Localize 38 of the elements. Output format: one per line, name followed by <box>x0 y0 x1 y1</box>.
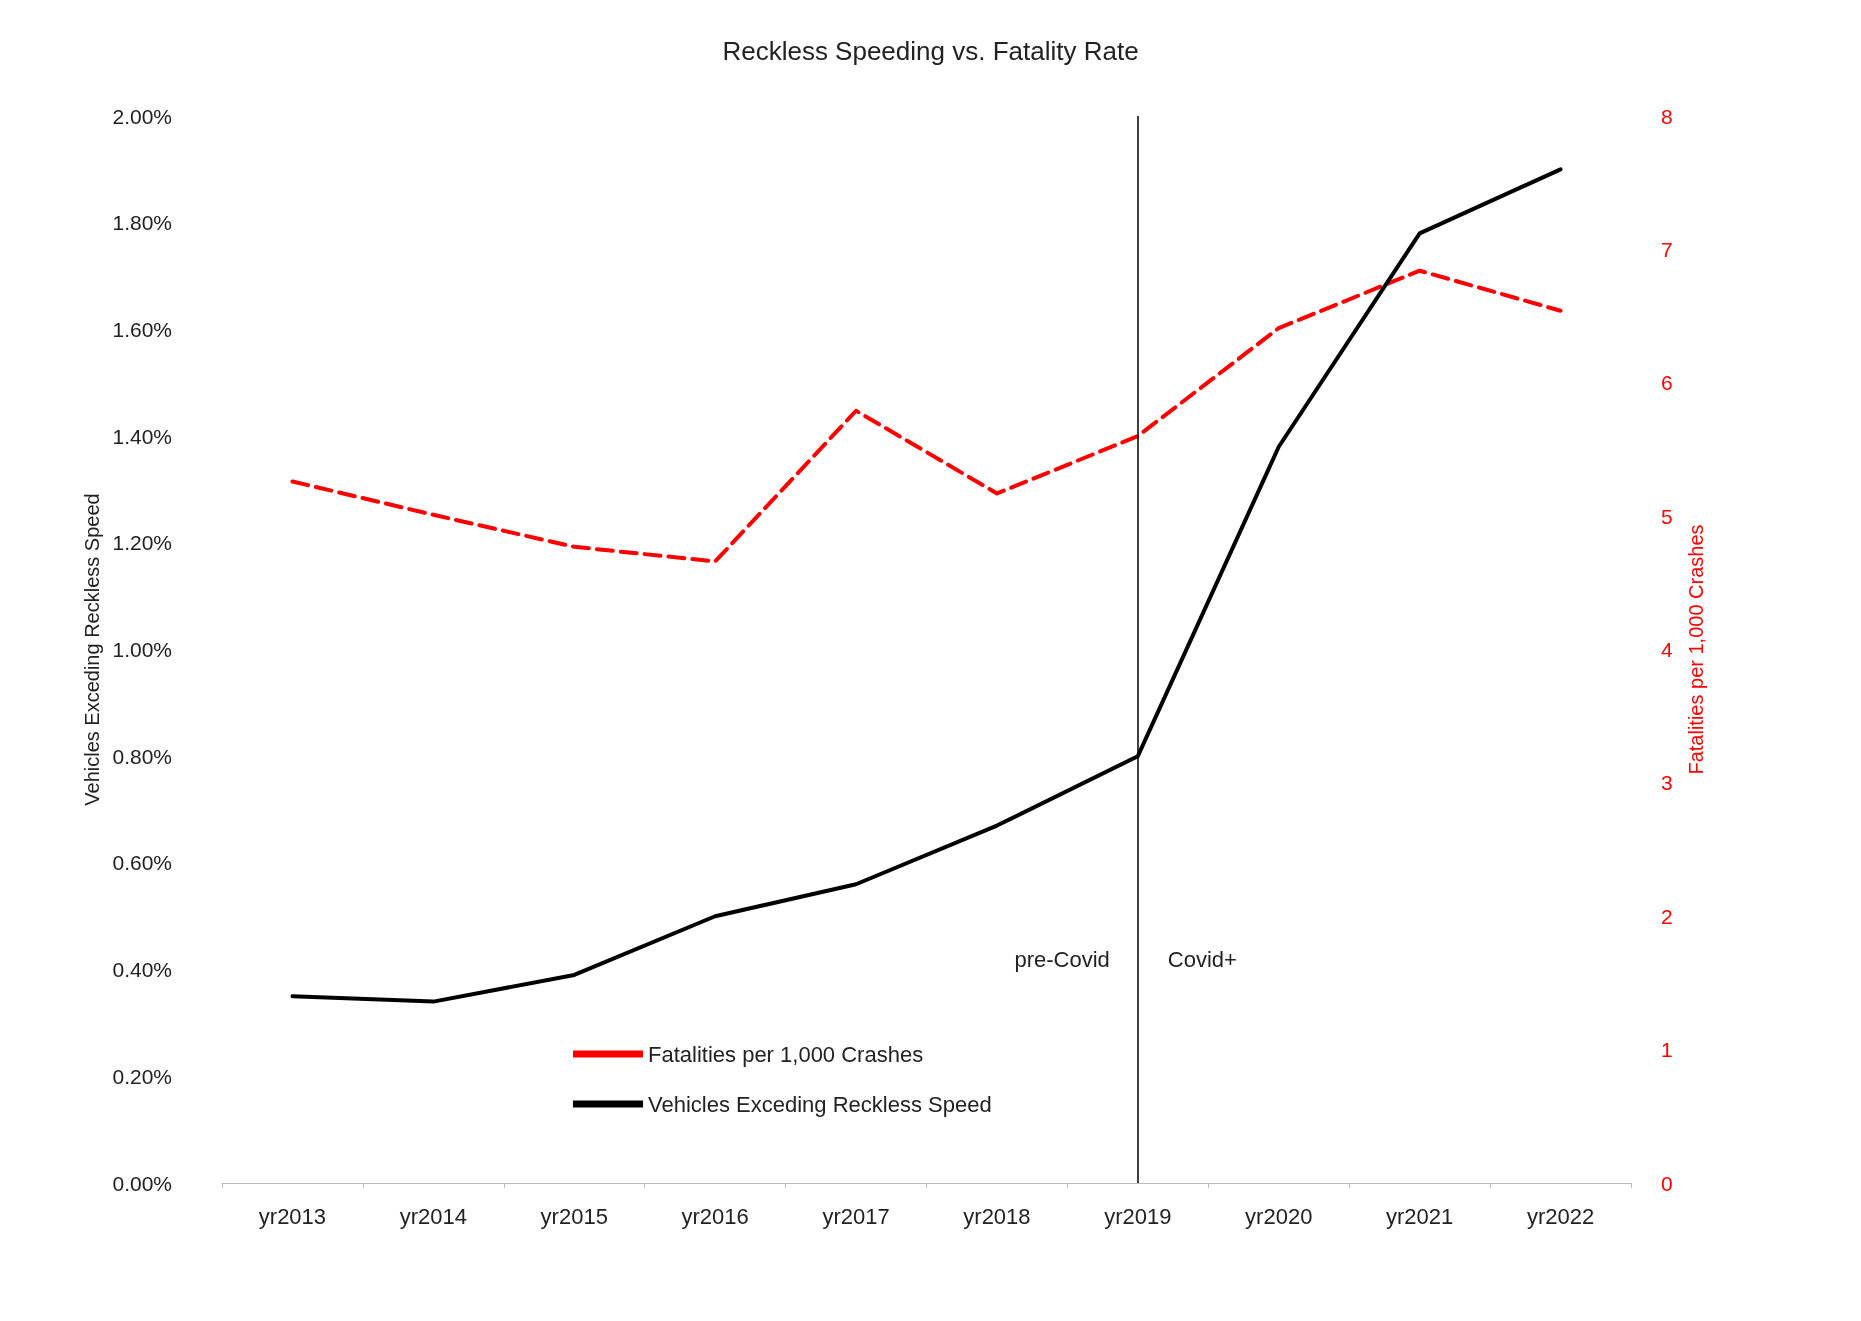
y2-tick-label: 5 <box>1661 504 1673 528</box>
y-tick-label: 0.00% <box>112 1171 172 1195</box>
y-tick-label: 0.20% <box>112 1064 172 1088</box>
legend-label: Vehicles Exceding Reckless Speed <box>648 1091 992 1117</box>
y2-tick-label: 7 <box>1661 237 1673 261</box>
x-tick-label: yr2018 <box>963 1203 1031 1229</box>
x-tick-label: yr2013 <box>258 1203 327 1229</box>
x-tick-label: yr2022 <box>1526 1203 1595 1229</box>
y2-tick-label: 2 <box>1661 904 1673 928</box>
line-series <box>290 268 1563 564</box>
y2-tick-label: 0 <box>1661 1171 1673 1195</box>
y-tick-label: 1.80% <box>112 211 172 235</box>
y-tick-label: 0.40% <box>112 958 172 982</box>
x-tick-label: yr2016 <box>681 1203 749 1229</box>
x-tick-label: yr2017 <box>822 1203 890 1229</box>
y2-axis-title: Fatalities per 1,000 Crashes <box>1685 524 1707 775</box>
y2-tick-label: 3 <box>1661 771 1673 795</box>
y2-tick-label: 4 <box>1661 638 1673 661</box>
y-tick-label: 1.40% <box>112 424 172 448</box>
x-tick-label: yr2019 <box>1104 1203 1172 1229</box>
y-axis-title: Vehicles Exceding Reckless Speed <box>80 493 103 806</box>
y-tick-label: 2.00% <box>112 104 172 128</box>
x-tick-label: yr2021 <box>1386 1203 1454 1229</box>
y-tick-label: 1.60% <box>112 317 172 341</box>
y-tick-label: 0.80% <box>112 744 172 768</box>
x-tick-label: yr2020 <box>1245 1203 1313 1229</box>
legend-label: Fatalities per 1,000 Crashes <box>648 1041 924 1067</box>
annotation: pre-Covid <box>1014 946 1110 972</box>
y-tick-label: 1.00% <box>112 638 172 661</box>
y2-tick-label: 6 <box>1661 371 1673 395</box>
chart-title: Reckless Speeding vs. Fatality Rate <box>722 36 1139 66</box>
annotation: Covid+ <box>1167 946 1237 972</box>
y-tick-label: 1.20% <box>112 531 172 555</box>
y-tick-label: 0.60% <box>112 851 172 875</box>
y2-tick-label: 8 <box>1661 104 1673 128</box>
x-tick-label: yr2014 <box>399 1203 467 1229</box>
y2-tick-label: 1 <box>1661 1038 1673 1062</box>
x-tick-label: yr2015 <box>540 1203 608 1229</box>
